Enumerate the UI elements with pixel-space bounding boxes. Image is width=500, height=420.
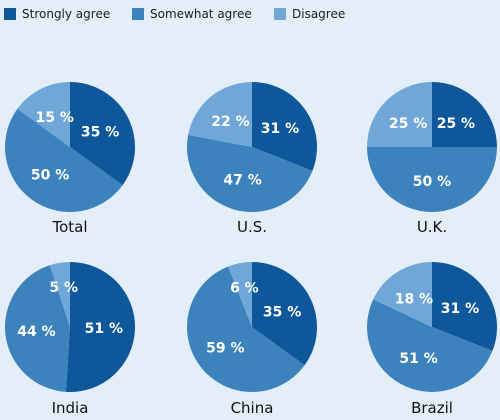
pie-label-india: India xyxy=(52,399,89,417)
pie-india: 51 % 44 % 5 % India xyxy=(4,262,136,417)
pie-slice-china-strongly-agree xyxy=(252,262,318,366)
legend-label-somewhat-agree: Somewhat agree xyxy=(150,7,252,21)
slice-value-label-total-strongly-agree: 35 % xyxy=(81,125,119,141)
legend-label-strongly-agree: Strongly agree xyxy=(22,7,111,21)
pie-label-brazil: Brazil xyxy=(411,399,453,417)
legend-item-somewhat-agree: Somewhat agree xyxy=(132,4,252,24)
pie-label-total: Total xyxy=(51,218,87,236)
slice-value-label-u-k-somewhat-agree: 50 % xyxy=(413,174,451,190)
pie-total: 35 % 50 % 15 % Total xyxy=(4,82,136,236)
pie-u-s: 31 % 47 % 22 % U.S. xyxy=(186,82,318,236)
legend-swatch-disagree xyxy=(274,8,286,20)
pie-slice-brazil-disagree xyxy=(373,262,432,327)
pie-slice-india-strongly-agree xyxy=(65,262,136,392)
slice-value-label-brazil-disagree: 18 % xyxy=(395,292,433,308)
slice-value-label-brazil-strongly-agree: 31 % xyxy=(441,301,479,317)
slice-value-label-brazil-somewhat-agree: 51 % xyxy=(399,351,437,367)
slice-value-label-china-somewhat-agree: 59 % xyxy=(206,341,244,357)
pie-slice-total-somewhat-agree xyxy=(4,108,123,213)
legend: Strongly agree Somewhat agree Disagree xyxy=(0,4,500,24)
pie-label-u-k: U.K. xyxy=(417,218,447,236)
pie-slice-total-strongly-agree xyxy=(70,82,136,186)
pie-slice-u-s-disagree xyxy=(188,82,252,147)
legend-swatch-strongly-agree xyxy=(4,8,16,20)
slice-value-label-india-disagree: 5 % xyxy=(49,280,78,296)
legend-label-disagree: Disagree xyxy=(292,7,346,21)
slice-value-label-u-s-strongly-agree: 31 % xyxy=(261,121,299,137)
pie-slice-india-disagree xyxy=(49,262,70,327)
slice-value-label-india-somewhat-agree: 44 % xyxy=(17,324,55,340)
pie-slice-total-disagree xyxy=(17,82,70,147)
pie-slice-india-somewhat-agree xyxy=(4,265,71,392)
pie-label-u-s: U.S. xyxy=(237,218,267,236)
slice-value-label-u-s-somewhat-agree: 47 % xyxy=(223,173,261,189)
pie-slice-u-k-somewhat-agree xyxy=(367,147,497,212)
pie-label-china: China xyxy=(231,399,274,417)
pie-slice-china-somewhat-agree xyxy=(187,266,305,392)
pie-slice-u-s-somewhat-agree xyxy=(186,134,313,213)
slice-value-label-china-strongly-agree: 35 % xyxy=(263,305,301,321)
pie-slice-brazil-strongly-agree xyxy=(432,262,498,351)
pie-china: 35 % 59 % 6 % China xyxy=(187,262,318,417)
slice-value-label-u-k-disagree: 25 % xyxy=(389,116,427,132)
slice-value-label-total-disagree: 15 % xyxy=(36,110,74,126)
pie-slice-china-disagree xyxy=(228,262,252,327)
slice-value-label-total-somewhat-agree: 50 % xyxy=(31,167,69,183)
pie-slice-u-k-strongly-agree xyxy=(432,82,497,147)
pie-slice-u-k-disagree xyxy=(367,82,432,147)
pie-slice-brazil-somewhat-agree xyxy=(367,299,493,392)
pie-brazil: 31 % 51 % 18 % Brazil xyxy=(367,262,498,417)
slice-value-label-u-s-disagree: 22 % xyxy=(211,114,249,130)
legend-swatch-somewhat-agree xyxy=(132,8,144,20)
slice-value-label-u-k-strongly-agree: 25 % xyxy=(437,116,475,132)
slice-value-label-india-strongly-agree: 51 % xyxy=(85,321,123,337)
slice-value-label-china-disagree: 6 % xyxy=(230,280,259,296)
legend-item-disagree: Disagree xyxy=(274,4,345,24)
pie-u-k: 25 % 50 % 25 % U.K. xyxy=(367,82,497,236)
pie-slice-u-s-strongly-agree xyxy=(252,82,318,171)
legend-item-strongly-agree: Strongly agree xyxy=(4,4,110,24)
